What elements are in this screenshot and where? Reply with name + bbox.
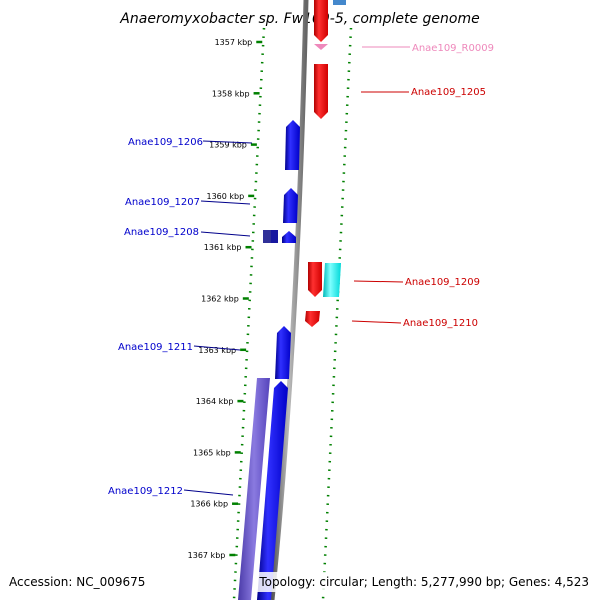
ruler-label: 1359 kbp (209, 141, 247, 150)
gene-label[interactable]: Anae109_1208 (124, 227, 199, 238)
topology-text: Topology: circular; Length: 5,277,990 bp… (258, 575, 589, 589)
gene-glyph-1208b[interactable] (271, 230, 278, 243)
gene-label[interactable]: Anae109_1211 (118, 342, 193, 353)
ruler-label: 1358 kbp (212, 89, 250, 98)
gene-glyph-1210[interactable] (305, 311, 320, 327)
right-gene-labels: Anae109_R0009 Anae109_1205 Anae109_1209 … (403, 43, 494, 329)
left-leaders (183, 140, 253, 496)
track-border-right (321, 27, 353, 600)
gene-label[interactable]: Anae109_R0009 (412, 43, 494, 54)
gene-glyphs (257, 0, 346, 600)
leader-1207 (200, 200, 251, 205)
gene-label[interactable]: Anae109_1209 (405, 277, 480, 288)
ruler-label: 1360 kbp (206, 192, 244, 201)
diagram-title: Anaeromyxobacter sp. Fw109-5, complete g… (119, 11, 479, 27)
leader-1210 (351, 320, 402, 324)
ruler-label: 1361 kbp (204, 243, 242, 252)
ruler-label: 1367 kbp (188, 551, 226, 560)
leader-1212 (183, 489, 234, 496)
rna-glyph-r0009[interactable] (314, 44, 328, 50)
gene-label[interactable]: Anae109_1206 (128, 137, 203, 148)
gene-glyph-1206[interactable] (285, 120, 300, 170)
ruler-label: 1357 kbp (215, 38, 253, 47)
gene-label[interactable]: Anae109_1210 (403, 318, 478, 329)
genome-backbone (269, 0, 309, 600)
track-borders (232, 27, 353, 600)
gene-glyph-1205-top[interactable] (314, 0, 328, 42)
leader-1209 (353, 280, 404, 283)
ruler-label: 1365 kbp (193, 448, 231, 457)
gene-label[interactable]: Anae109_1212 (108, 486, 183, 497)
gene-glyph-1212[interactable] (257, 381, 288, 600)
footer-topology-bg (256, 572, 596, 592)
accession-text: Accession: NC_009675 (9, 575, 145, 589)
ruler-label: 1362 kbp (201, 295, 239, 304)
gene-glyph-1205[interactable] (314, 64, 328, 119)
right-leaders (351, 46, 410, 324)
kbp-ruler: 1357 kbp 1358 kbp 1359 kbp 1360 kbp 1361 kbp… (188, 38, 263, 560)
gene-glyph-1207[interactable] (283, 188, 298, 223)
gene-label[interactable]: Anae109_1207 (125, 197, 200, 208)
leader-1206 (202, 140, 253, 144)
gene-glyph-1209[interactable] (308, 262, 322, 297)
ruler-label: 1366 kbp (190, 500, 228, 509)
left-gene-labels: Anae109_1206 Anae109_1207 Anae109_1208 A… (108, 137, 203, 497)
gene-label[interactable]: Anae109_1205 (411, 87, 486, 98)
leader-1211 (193, 345, 241, 351)
blue-block-top (333, 0, 346, 5)
ruler-label: 1364 kbp (196, 397, 234, 406)
gene-glyph-1211[interactable] (275, 326, 291, 379)
gene-glyph-1208a[interactable] (263, 230, 271, 243)
gene-glyph-1208c[interactable] (282, 231, 296, 243)
leader-1208 (200, 231, 251, 237)
large-segment-feature (238, 378, 270, 600)
cyan-feature-1209[interactable] (323, 263, 341, 297)
track-border-left (232, 27, 266, 600)
ruler-label: 1363 kbp (198, 346, 236, 355)
